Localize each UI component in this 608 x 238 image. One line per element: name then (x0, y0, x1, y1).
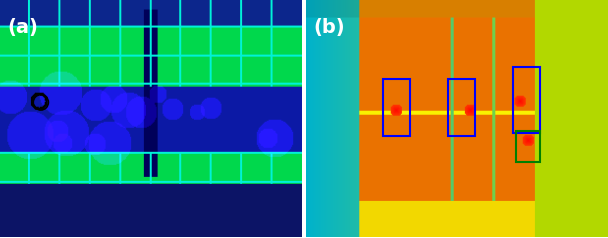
Bar (513, 67, 540, 133)
Bar (447, 79, 475, 136)
Bar (382, 79, 410, 136)
Text: (a): (a) (8, 18, 39, 37)
Bar (516, 131, 540, 162)
Text: (b): (b) (314, 18, 345, 37)
